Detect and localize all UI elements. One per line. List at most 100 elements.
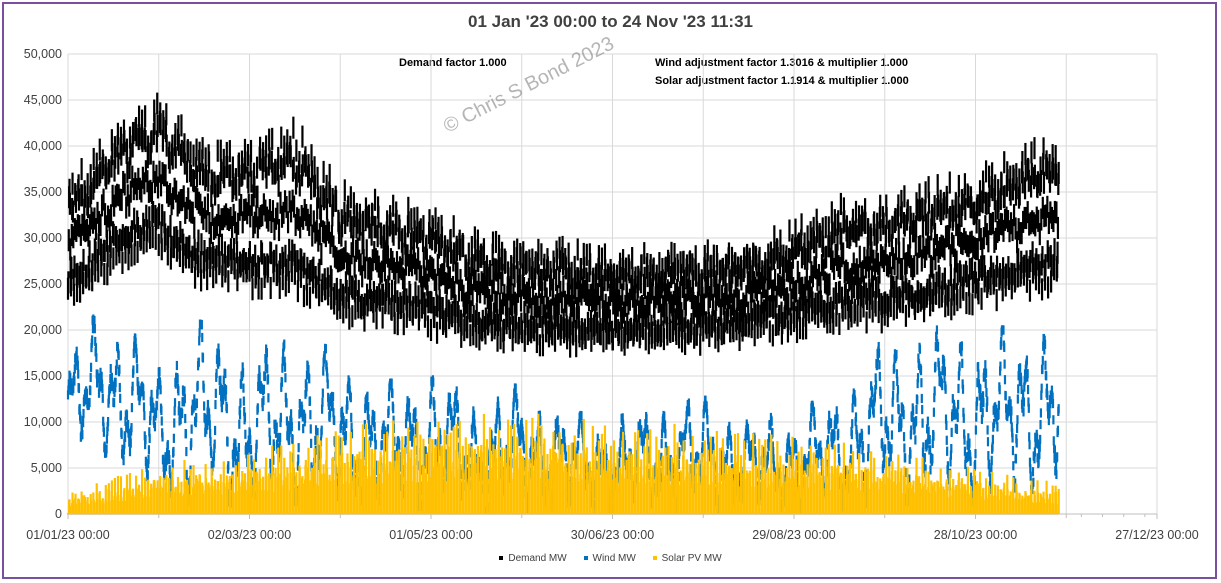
data-point-demand [110,155,113,178]
data-point-demand [829,296,832,319]
data-point-demand [710,278,713,301]
data-point-wind [279,432,282,443]
data-point-wind [342,415,345,426]
data-point-demand [155,164,158,187]
data-point-demand [398,219,401,242]
data-point-demand [875,250,878,273]
data-point-demand [675,322,678,346]
data-point-demand [348,254,352,278]
data-point-demand [331,194,335,217]
data-point-demand [300,205,303,228]
data-point-wind [247,435,250,445]
data-point-demand [539,293,542,316]
data-point-demand [499,327,502,350]
data-point-wind [516,398,519,409]
data-point-demand [865,288,869,311]
data-point-demand [212,245,215,269]
data-point-demand [401,228,404,251]
data-point-demand [111,143,114,166]
data-point-wind [205,414,208,424]
data-point-wind [258,372,261,382]
data-point-demand [586,272,589,295]
data-point-demand [354,274,357,297]
data-point-demand [535,292,538,315]
data-point-demand [1020,222,1023,245]
data-point-demand [915,215,918,238]
data-point-demand [452,215,455,238]
data-point-demand [938,286,941,309]
data-point-demand [447,267,450,290]
data-point-demand [438,268,441,291]
data-point-demand [67,271,70,294]
data-point-demand [468,266,471,289]
data-point-demand [507,267,510,290]
annotation-solar-adjustment: Solar adjustment factor 1.1914 & multipl… [655,75,909,87]
data-point-wind [382,420,385,430]
data-point-wind [771,441,774,451]
data-point-wind [221,384,224,395]
data-point-wind [173,418,176,428]
data-point-wind [787,439,791,449]
data-point-demand [424,298,427,321]
data-point-demand [622,301,625,324]
data-point-demand [585,243,588,266]
data-point-demand [631,266,634,290]
data-point-wind [223,383,227,394]
data-point-wind [835,406,838,416]
data-point-wind [493,441,497,451]
data-point-demand [971,293,974,316]
data-point-wind [563,436,566,446]
data-point-wind [375,460,378,470]
data-point-demand [227,244,230,267]
data-point-wind [348,385,351,395]
data-point-demand [721,284,724,308]
data-point-demand [72,226,75,249]
data-point-demand [421,229,425,253]
data-point-demand [607,296,610,319]
data-point-demand [824,216,827,239]
data-point-demand [401,242,404,265]
data-point-demand [560,316,563,339]
data-point-wind [281,363,284,373]
data-point-demand [733,289,736,312]
data-point-wind [789,446,792,456]
data-point-demand [133,243,136,266]
data-point-demand [172,187,175,210]
data-point-wind [224,385,228,395]
data-point-wind [326,379,329,389]
data-point-demand [260,242,264,265]
data-point-wind [515,393,518,403]
data-point-wind [918,360,921,371]
data-point-demand [830,201,833,224]
data-point-demand [565,294,568,317]
data-point-wind [689,429,692,440]
data-point-demand [1040,208,1043,231]
data-point-demand [505,304,509,328]
data-point-wind [279,412,282,423]
data-point-wind [120,429,123,439]
data-point-demand [122,170,125,194]
data-point-demand [213,183,217,206]
data-point-demand [681,275,684,299]
data-point-demand [704,259,707,282]
data-point-demand [722,264,725,287]
data-point-demand [1022,210,1025,233]
data-point-wind [242,383,245,393]
data-point-demand [688,264,691,287]
data-point-wind [895,369,898,379]
data-point-demand [539,305,542,328]
data-point-demand [1030,162,1033,185]
data-point-demand [400,258,403,281]
data-point-demand [960,204,963,228]
data-point-wind [149,396,152,406]
data-point-wind [858,444,861,454]
data-point-wind [516,412,520,422]
data-point-wind [266,364,269,374]
data-point-demand [1033,137,1036,160]
data-point-demand [515,293,518,316]
data-point-demand [250,194,253,217]
data-point-demand [672,290,675,313]
data-point-demand [363,293,366,316]
data-point-wind [702,421,705,432]
data-point-demand [983,265,987,288]
